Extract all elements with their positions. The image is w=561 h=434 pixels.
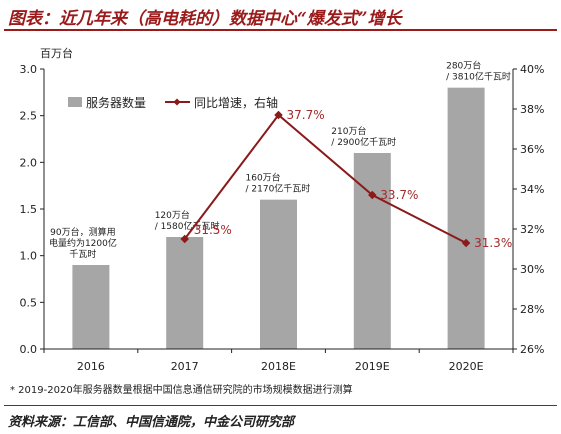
y-left-tick-label: 3.0: [20, 63, 38, 76]
y-right-tick-label: 30%: [520, 263, 544, 276]
footnote: * 2019-2020年服务器数量根据中国信息通信研究院的市场规模数据进行测算: [10, 385, 353, 396]
x-tick-label: 2019E: [355, 360, 390, 373]
bar: [260, 199, 297, 349]
y-right-tick-label: 34%: [520, 183, 544, 196]
source-text: 资料来源：工信部、中国信通院，中金公司研究部: [8, 415, 295, 430]
y-left-tick-label: 0.0: [20, 343, 38, 356]
bar: [353, 153, 391, 349]
bar-data-label: 电量约为1200亿: [49, 237, 117, 249]
y-left-tick-label: 2.0: [20, 156, 38, 169]
y-left-tick-label: 2.5: [20, 110, 38, 123]
title-rule: [4, 29, 557, 31]
bar-data-label: / 2900亿千瓦时: [331, 136, 396, 148]
line-data-label: 33.7%: [380, 188, 418, 202]
y-right-tick-label: 38%: [520, 103, 544, 116]
bar: [447, 87, 485, 350]
line-point-marker: [274, 110, 283, 120]
bar-data-label: / 2170亿千瓦时: [246, 183, 311, 195]
line-point-marker: [368, 190, 377, 200]
x-tick-label: 2018E: [261, 360, 296, 373]
growth-line: [183, 113, 467, 244]
legend-line-marker: [173, 98, 181, 106]
line-data-label: 31.5%: [194, 223, 232, 237]
page-title: 图表：近几年来（高电耗的）数据中心“爆发式”增长: [8, 9, 402, 29]
bar-data-label: 千瓦时: [69, 248, 96, 260]
legend-bar-label: 服务器数量: [86, 95, 146, 110]
y-right-tick-label: 32%: [520, 223, 544, 236]
line-point-marker: [180, 234, 189, 244]
source-rule: [4, 405, 557, 406]
chart: 百万台 0.0 0.5 1.0 1.5 2.0 2.5 3.0 26% 28% 30% 32% 34% 3…: [20, 46, 545, 373]
y-left-tick-label: 0.5: [20, 296, 38, 309]
y-right-tick-label: 26%: [520, 343, 544, 356]
x-tick-label: 2016: [77, 360, 105, 373]
y-left-tick-label: 1.0: [20, 250, 38, 263]
bar-data-label: 210万台: [331, 125, 366, 137]
x-tick-label: 2017: [171, 360, 199, 373]
bar-data-label: 160万台: [246, 172, 281, 184]
bar-data-label: / 1580亿千瓦时: [155, 220, 220, 232]
bar: [72, 265, 110, 349]
line-data-label: 31.3%: [474, 236, 512, 250]
bar-data-label: 280万台: [446, 60, 481, 72]
y-left-unit-label: 百万台: [40, 46, 73, 60]
y-left-tick-label: 1.5: [20, 203, 38, 216]
line-data-label: 37.7%: [287, 108, 325, 122]
bar-data-label: 90万台，测算用: [50, 226, 115, 238]
y-right-tick-label: 28%: [520, 303, 544, 316]
bar-data-label: / 3810亿千瓦时: [446, 71, 511, 83]
y-right-tick-label: 36%: [520, 143, 544, 156]
bar: [166, 237, 204, 349]
y-right-tick-label: 40%: [520, 63, 544, 76]
legend-line-label: 同比增速，右轴: [194, 95, 278, 110]
x-tick-label: 2020E: [449, 360, 484, 373]
legend-bar-swatch: [68, 97, 82, 107]
bar-data-label: 120万台: [155, 209, 190, 221]
line-point-marker: [461, 238, 471, 248]
